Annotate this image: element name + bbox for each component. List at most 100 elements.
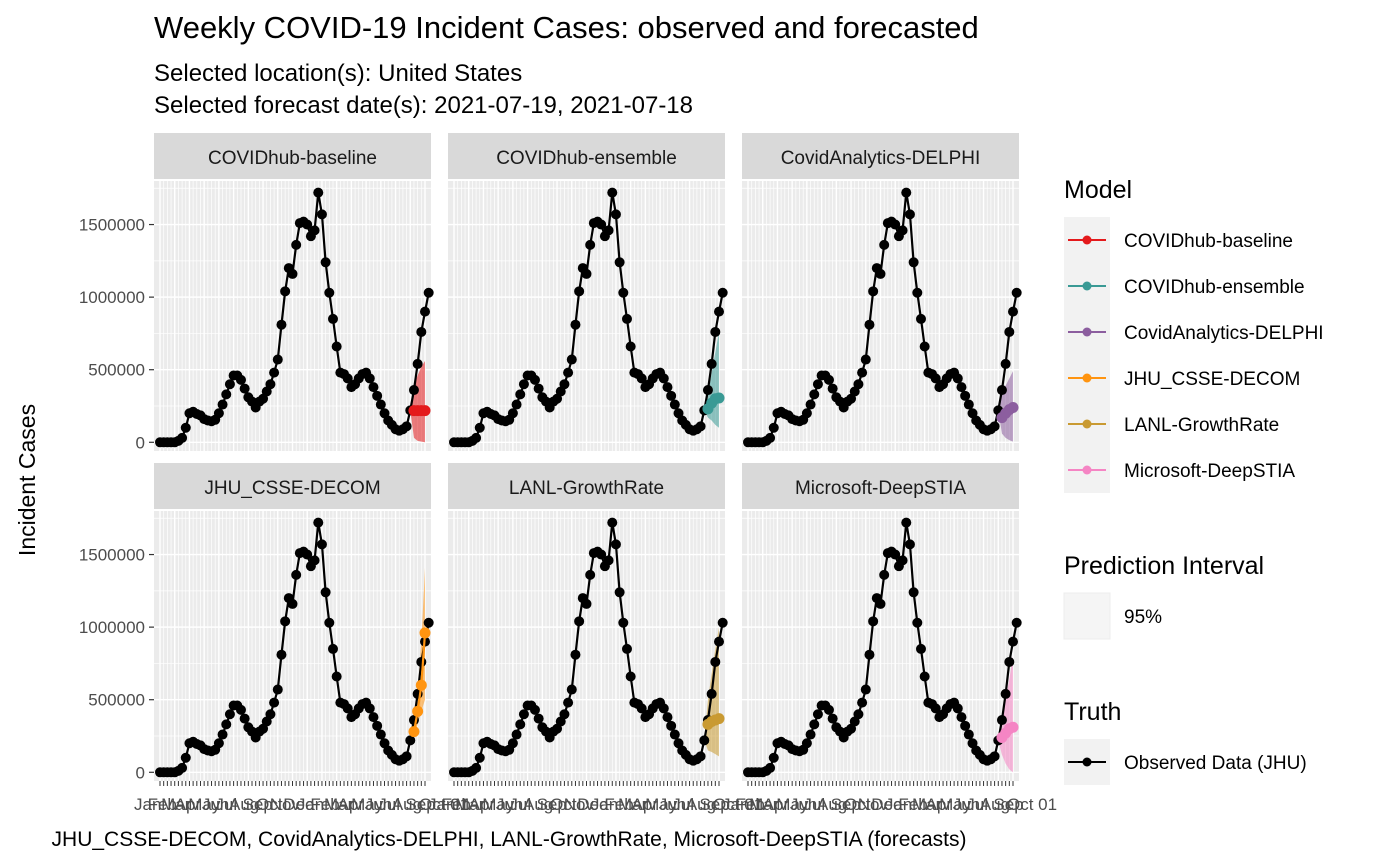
truth-point	[658, 373, 669, 384]
x-tick-label: Aug	[523, 795, 553, 814]
truth-point	[372, 720, 383, 731]
facet-strip	[448, 463, 725, 509]
forecast-point	[1007, 721, 1019, 733]
truth-point	[309, 555, 320, 566]
forecast-point	[419, 405, 431, 417]
truth-point	[401, 421, 412, 432]
truth-point	[177, 432, 188, 443]
legend-key-point	[1082, 235, 1092, 245]
facet-strip	[742, 133, 1019, 179]
y-tick-label: 1500000	[79, 216, 145, 235]
truth-point	[897, 555, 908, 566]
facet-strip-label: LANL-GrowthRate	[509, 478, 664, 499]
x-tick-label: Jan	[722, 795, 749, 814]
truth-point	[566, 354, 577, 365]
truth-point	[563, 697, 574, 708]
truth-point	[714, 306, 724, 317]
truth-point	[915, 313, 926, 324]
truth-point	[960, 390, 971, 401]
truth-point	[529, 374, 540, 385]
truth-point	[699, 735, 710, 746]
truth-point	[217, 729, 228, 740]
truth-point	[904, 209, 915, 220]
truth-point	[1008, 636, 1018, 647]
forecast-median-line	[412, 632, 427, 732]
truth-point	[585, 569, 596, 580]
truth-point	[805, 399, 816, 410]
forecast-point	[415, 679, 427, 691]
legend-item-label: JHU_CSSE-DECOM	[1124, 369, 1300, 390]
truth-point	[280, 616, 291, 627]
forecast-point	[408, 726, 420, 738]
truth-point	[860, 684, 871, 695]
truth-point	[566, 684, 577, 695]
truth-point	[857, 697, 868, 708]
truth-point	[533, 383, 544, 394]
truth-point	[669, 399, 680, 410]
truth-point	[224, 709, 235, 720]
x-tick-label: Nov	[564, 795, 595, 814]
truth-point	[717, 617, 728, 628]
truth-point	[710, 326, 721, 337]
truth-point	[291, 239, 302, 250]
truth-point	[559, 379, 570, 390]
x-tick-label: May	[939, 795, 972, 814]
truth-point	[812, 379, 823, 390]
legend-title-model: Model	[1064, 176, 1132, 204]
legend-item-label: Microsoft-DeepSTIA	[1124, 461, 1295, 482]
x-tick-label: May	[351, 795, 384, 814]
x-tick-label: Dec	[871, 795, 902, 814]
truth-point	[952, 373, 963, 384]
truth-point	[423, 617, 434, 628]
truth-point	[702, 385, 713, 396]
legend-item-label: CovidAnalytics-DELPHI	[1124, 323, 1324, 344]
truth-point	[309, 225, 320, 236]
facet-strip-label: CovidAnalytics-DELPHI	[781, 148, 981, 169]
truth-point	[324, 617, 335, 628]
truth-point	[507, 738, 518, 749]
y-axis-title: Incident Cases	[14, 404, 40, 556]
truth-point	[221, 719, 232, 730]
x-tick-label: Sep	[831, 795, 861, 814]
truth-point	[320, 257, 331, 268]
x-tick-label: Sep	[537, 795, 567, 814]
truth-point	[581, 268, 592, 279]
prediction-interval-band	[410, 361, 425, 443]
x-tick-label: Aug	[817, 795, 847, 814]
truth-point	[235, 704, 246, 715]
truth-point	[213, 738, 224, 749]
truth-point	[474, 752, 485, 763]
truth-point	[518, 379, 529, 390]
truth-point	[1011, 617, 1022, 628]
legend-key-point	[1082, 373, 1092, 383]
truth-point	[596, 219, 607, 230]
truth-point	[930, 373, 941, 384]
truth-point	[890, 549, 901, 560]
truth-point	[1004, 326, 1015, 337]
truth-point	[658, 703, 669, 714]
y-tick-label: 0	[136, 763, 145, 782]
x-tick-label: Jan	[885, 795, 912, 814]
truth-point	[420, 306, 430, 317]
truth-point	[324, 287, 335, 298]
truth-point	[316, 539, 327, 550]
truth-point	[610, 539, 621, 550]
truth-point	[915, 643, 926, 654]
truth-point	[180, 422, 191, 433]
truth-point	[570, 649, 581, 660]
truth-point	[919, 341, 930, 352]
truth-point	[342, 703, 353, 714]
truth-point	[372, 390, 383, 401]
facet-strip-label: Microsoft-DeepSTIA	[795, 478, 966, 499]
x-tick-label: Jun	[953, 795, 980, 814]
legend-key-interval	[1063, 592, 1111, 640]
legend-key-point	[1082, 465, 1092, 475]
truth-point	[239, 713, 250, 724]
truth-point	[416, 326, 427, 337]
truth-point	[364, 373, 375, 384]
x-tick-label: Apr	[632, 795, 659, 814]
facet-strip-label: COVIDhub-baseline	[208, 148, 377, 169]
truth-point	[827, 713, 838, 724]
truth-point	[809, 389, 820, 400]
truth-point	[989, 421, 1000, 432]
